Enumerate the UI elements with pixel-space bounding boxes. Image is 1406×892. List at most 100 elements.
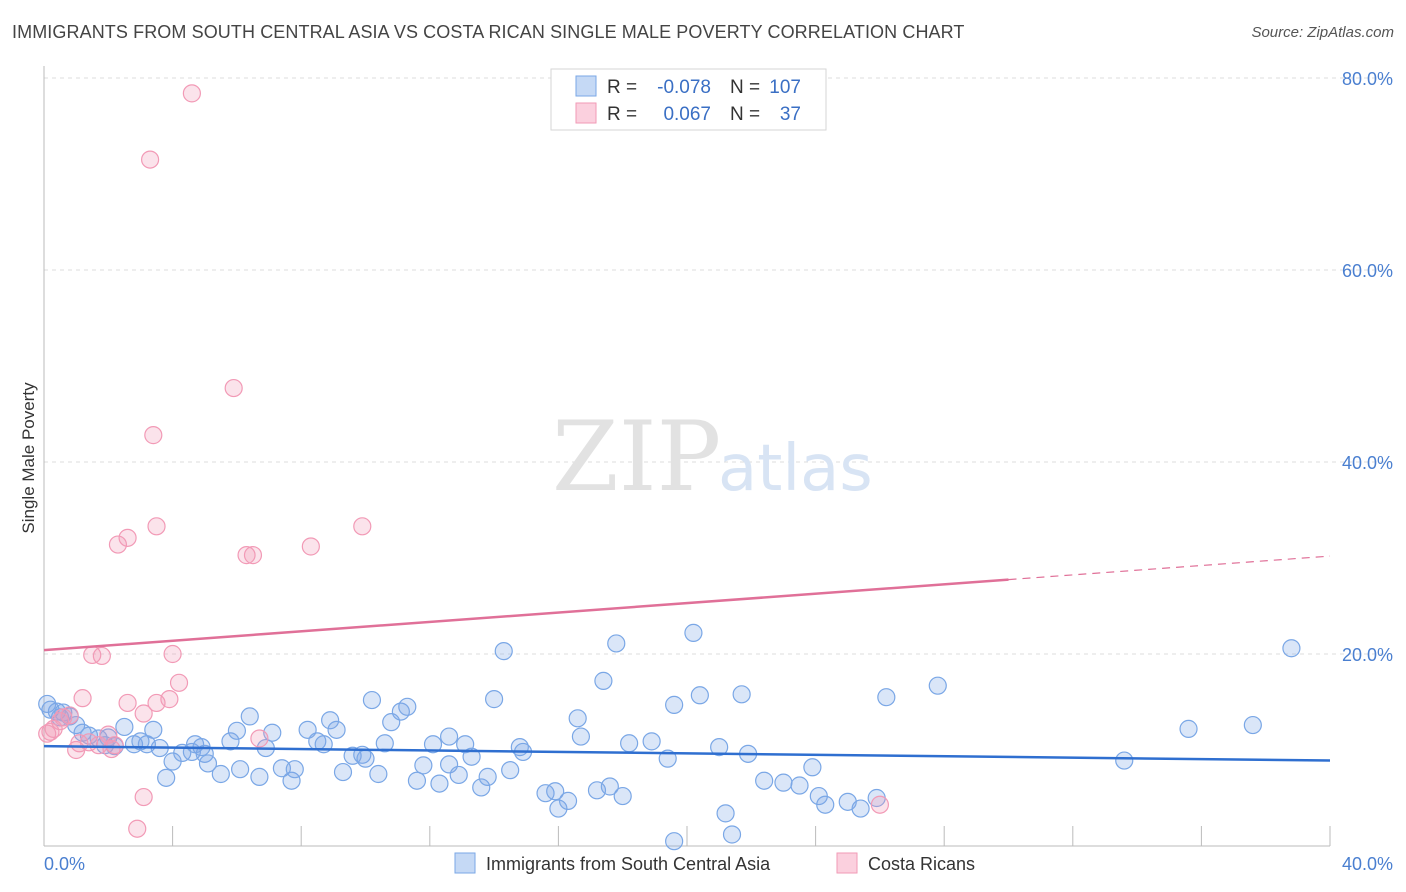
y-tick-label: 80.0% (1342, 69, 1393, 89)
data-point-costa-ricans (128, 819, 147, 838)
data-point-south-central-asia (439, 727, 459, 746)
data-point-south-central-asia (851, 799, 870, 818)
data-point-south-central-asia (594, 671, 613, 690)
data-point-south-central-asia (571, 727, 591, 746)
stats-legend-frame (550, 68, 827, 131)
series-legend: Immigrants from South Central Asia Costa… (454, 852, 975, 874)
legend-swatch-blue (575, 75, 597, 97)
data-point-costa-ricans (99, 725, 118, 744)
data-point-south-central-asia (369, 764, 388, 784)
data-point-south-central-asia (684, 623, 703, 642)
data-point-south-central-asia (398, 697, 417, 716)
x-tick-label: 0.0% (44, 854, 85, 874)
data-point-south-central-asia (485, 690, 504, 709)
data-point-south-central-asia (1115, 751, 1134, 770)
data-point-south-central-asia (732, 685, 751, 704)
data-point-costa-ricans (237, 546, 256, 565)
data-point-south-central-asia (430, 774, 449, 793)
legend-r-value-blue: -0.078 (657, 77, 711, 98)
y-axis-label: Single Male Poverty (19, 382, 38, 534)
data-point-south-central-asia (755, 771, 774, 790)
trend-line (43, 578, 1009, 652)
data-point-south-central-asia (1179, 719, 1198, 738)
data-point-south-central-asia (144, 720, 163, 739)
data-point-south-central-asia (423, 735, 443, 754)
data-point-south-central-asia (803, 758, 822, 777)
trend-line (43, 744, 1331, 762)
stats-legend: R = -0.078 N = 107 R = 0.067 N = 37 (550, 68, 827, 131)
data-point-south-central-asia (600, 777, 619, 796)
data-point-south-central-asia (115, 717, 134, 737)
y-tick-labels: 20.0% 40.0% 60.0% 80.0% (1342, 69, 1393, 665)
data-point-costa-ricans (60, 706, 79, 725)
data-point-south-central-asia (198, 754, 218, 773)
data-point-south-central-asia (607, 634, 626, 653)
data-point-south-central-asia (816, 795, 835, 814)
data-point-costa-ricans (92, 646, 111, 666)
data-point-south-central-asia (478, 767, 497, 786)
data-point-costa-ricans (169, 673, 189, 692)
data-point-south-central-asia (568, 709, 587, 728)
source-label: Source: ZipAtlas.com (1251, 24, 1394, 41)
data-point-costa-ricans (250, 729, 269, 748)
data-point-south-central-asia (375, 734, 394, 753)
series-legend-label-pink: Costa Ricans (868, 854, 975, 874)
data-point-costa-ricans (70, 734, 89, 753)
data-point-costa-ricans (353, 517, 372, 536)
data-point-south-central-asia (494, 642, 513, 661)
legend-r-label: R = (607, 77, 637, 98)
data-point-south-central-asia (690, 686, 709, 705)
y-tick-label: 20.0% (1342, 645, 1393, 665)
data-point-south-central-asia (665, 695, 684, 714)
data-point-costa-ricans (73, 689, 92, 708)
data-point-costa-ricans (870, 795, 890, 814)
data-point-south-central-asia (157, 768, 176, 787)
data-point-south-central-asia (240, 707, 259, 726)
data-point-south-central-asia (710, 738, 729, 757)
data-point-south-central-asia (449, 765, 468, 785)
chart-title: IMMIGRANTS FROM SOUTH CENTRAL ASIA VS CO… (12, 22, 965, 42)
legend-n-label: N = (730, 77, 760, 98)
data-point-south-central-asia (1282, 639, 1301, 658)
y-tick-label: 60.0% (1342, 261, 1393, 281)
data-point-south-central-asia (665, 832, 684, 851)
data-point-south-central-asia (877, 688, 896, 707)
data-point-south-central-asia (549, 799, 568, 818)
data-point-south-central-asia (250, 767, 269, 786)
data-point-costa-ricans (118, 528, 137, 547)
data-point-south-central-asia (407, 771, 427, 790)
legend-n-value-blue: 107 (769, 77, 801, 98)
legend-swatch-pink (575, 102, 597, 124)
data-point-south-central-asia (272, 759, 292, 778)
data-point-south-central-asia (356, 749, 375, 768)
data-point-costa-ricans (105, 736, 124, 755)
data-point-south-central-asia (327, 720, 346, 739)
data-point-costa-ricans (160, 690, 179, 709)
data-point-south-central-asia (131, 732, 150, 751)
trend-line-extension (1008, 555, 1331, 581)
legend-n-value-pink: 37 (780, 104, 801, 125)
series-legend-swatch-pink (836, 852, 858, 874)
data-point-costa-ricans (243, 546, 263, 565)
legend-n-label: N = (730, 104, 760, 125)
data-point-south-central-asia (1243, 715, 1262, 735)
data-point-south-central-asia (362, 690, 382, 710)
data-point-costa-ricans (134, 787, 153, 807)
data-point-south-central-asia (716, 804, 735, 823)
x-tick-labels: 0.0% 40.0% (44, 854, 1393, 874)
data-point-costa-ricans (163, 644, 182, 664)
data-point-costa-ricans (140, 150, 160, 169)
data-point-south-central-asia (501, 761, 520, 780)
data-point-south-central-asia (333, 762, 353, 782)
data-point-south-central-asia (790, 776, 809, 795)
trend-lines (43, 555, 1331, 762)
y-tick-label: 40.0% (1342, 453, 1393, 473)
data-point-south-central-asia (282, 771, 301, 790)
watermark-zip: ZIP (552, 401, 721, 513)
data-point-south-central-asia (613, 786, 632, 806)
data-point-costa-ricans (41, 722, 60, 741)
data-point-south-central-asia (546, 782, 565, 801)
data-point-south-central-asia (211, 764, 230, 784)
data-point-costa-ricans (118, 693, 137, 713)
